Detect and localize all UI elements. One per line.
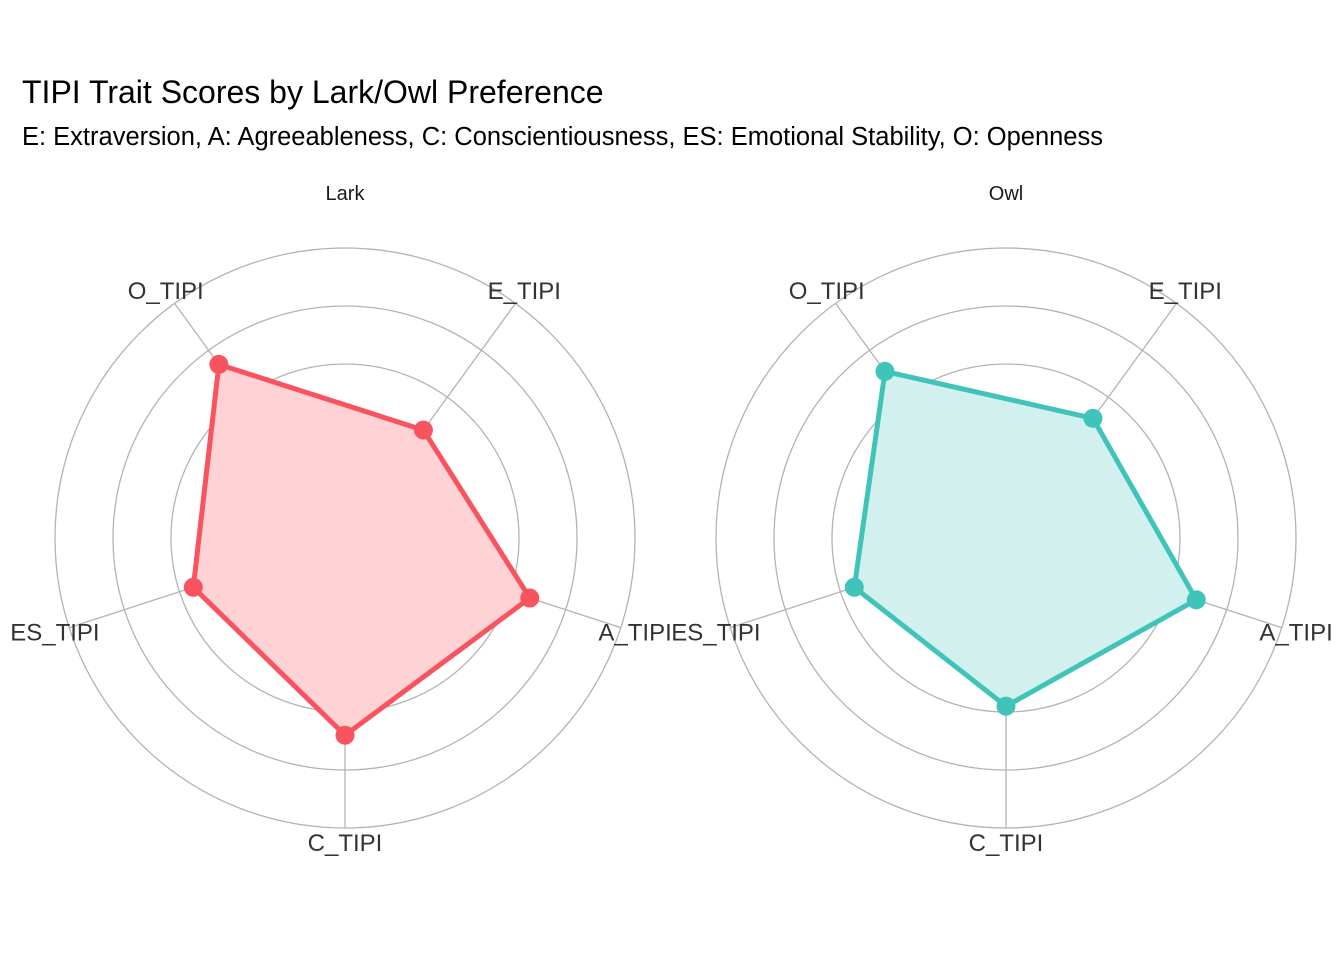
series-line-owl — [851, 368, 1199, 709]
axis-label-o-tipi: O_TIPI — [128, 278, 204, 305]
data-point-lark-es-tipi — [183, 577, 203, 597]
series-area-lark — [193, 364, 530, 736]
series-line-lark — [190, 361, 533, 738]
axis-label-es-tipi: ES_TIPI — [10, 619, 99, 646]
axis-label-c-tipi: C_TIPI — [308, 830, 383, 857]
axis-label-c-tipi: C_TIPI — [969, 830, 1044, 857]
axis-label-a-tipi: A_TIPI — [1259, 619, 1332, 646]
data-point-lark-e-tipi — [413, 420, 433, 440]
facet-lark: Lark E_TIPI A_TIPI C_TIPI ES_TIPI O_TIPI — [10, 183, 672, 857]
facet-title-owl: Owl — [989, 183, 1023, 205]
data-point-lark-a-tipi — [520, 588, 540, 608]
data-point-owl-e-tipi — [1083, 408, 1103, 428]
chart-title: TIPI Trait Scores by Lark/Owl Preference — [22, 74, 604, 110]
axis-label-e-tipi: E_TIPI — [1149, 278, 1222, 305]
axis-label-a-tipi: A_TIPI — [598, 619, 671, 646]
series-area-owl — [854, 371, 1197, 707]
axis-label-o-tipi: O_TIPI — [789, 278, 865, 305]
axis-label-es-tipi: ES_TIPI — [671, 619, 760, 646]
data-point-lark-c-tipi — [335, 725, 355, 745]
chart-subtitle: E: Extraversion, A: Agreeableness, C: Co… — [22, 123, 1103, 151]
data-point-owl-o-tipi — [875, 361, 895, 381]
facet-owl: Owl E_TIPI A_TIPI C_TIPI ES_TIPI O_TIPI — [671, 183, 1333, 857]
data-point-lark-o-tipi — [209, 354, 229, 374]
data-point-owl-es-tipi — [844, 577, 864, 597]
data-point-owl-c-tipi — [996, 696, 1016, 716]
data-point-owl-a-tipi — [1186, 590, 1206, 610]
facet-title-lark: Lark — [326, 183, 366, 205]
axis-label-e-tipi: E_TIPI — [488, 278, 561, 305]
